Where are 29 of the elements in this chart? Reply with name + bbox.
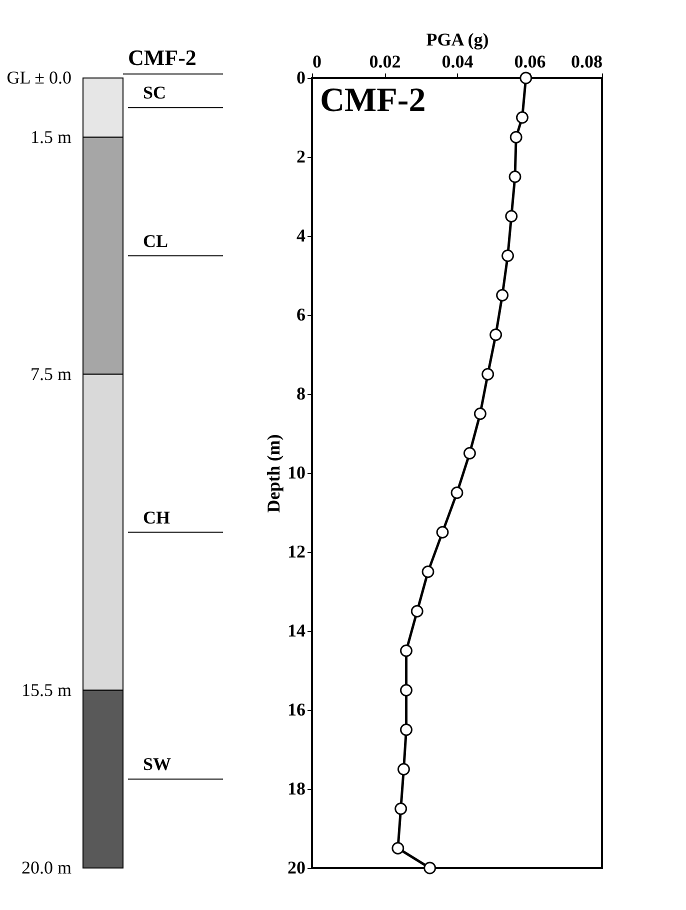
y-tick-label: 6 bbox=[296, 304, 306, 324]
y-tick-label: 1.5 m bbox=[30, 126, 72, 147]
chart-title: CMF-2 bbox=[128, 45, 196, 70]
y-tick-label: 10 bbox=[288, 462, 306, 482]
y-tick-label: 12 bbox=[288, 542, 306, 562]
series-label: SC bbox=[143, 82, 166, 103]
x-tick-label: 0.04 bbox=[442, 52, 474, 72]
y-tick-label: 2 bbox=[296, 146, 306, 166]
y-tick-label: 8 bbox=[296, 384, 306, 404]
x-tick-label: 0 bbox=[312, 52, 322, 72]
y-tick-label: GL ± 0.0 bbox=[6, 68, 72, 88]
x-tick-label: 0.06 bbox=[514, 52, 546, 72]
x-tick-label: 0.08 bbox=[571, 52, 602, 72]
x-axis-title: PGA (g) bbox=[426, 30, 489, 50]
series-label: SW bbox=[143, 754, 172, 774]
x-tick-label: 0.02 bbox=[369, 52, 401, 72]
series-label: CL bbox=[143, 230, 168, 251]
y-tick-label: 18 bbox=[288, 778, 306, 798]
annotation: CMF-2 bbox=[320, 82, 426, 119]
y-tick-label: 0 bbox=[296, 68, 306, 88]
y-tick-label: 15.5 m bbox=[21, 680, 72, 700]
y-tick-label: 14 bbox=[288, 620, 306, 640]
y-tick-label: 16 bbox=[288, 700, 306, 720]
y-tick-label: 20.0 m bbox=[21, 858, 72, 878]
y-tick-label: 7.5 m bbox=[30, 364, 72, 384]
y-tick-label: 4 bbox=[296, 226, 306, 246]
y-axis-title: Depth (m) bbox=[264, 434, 284, 513]
y-tick-label: 20 bbox=[288, 858, 306, 878]
series-label: CH bbox=[143, 507, 170, 528]
